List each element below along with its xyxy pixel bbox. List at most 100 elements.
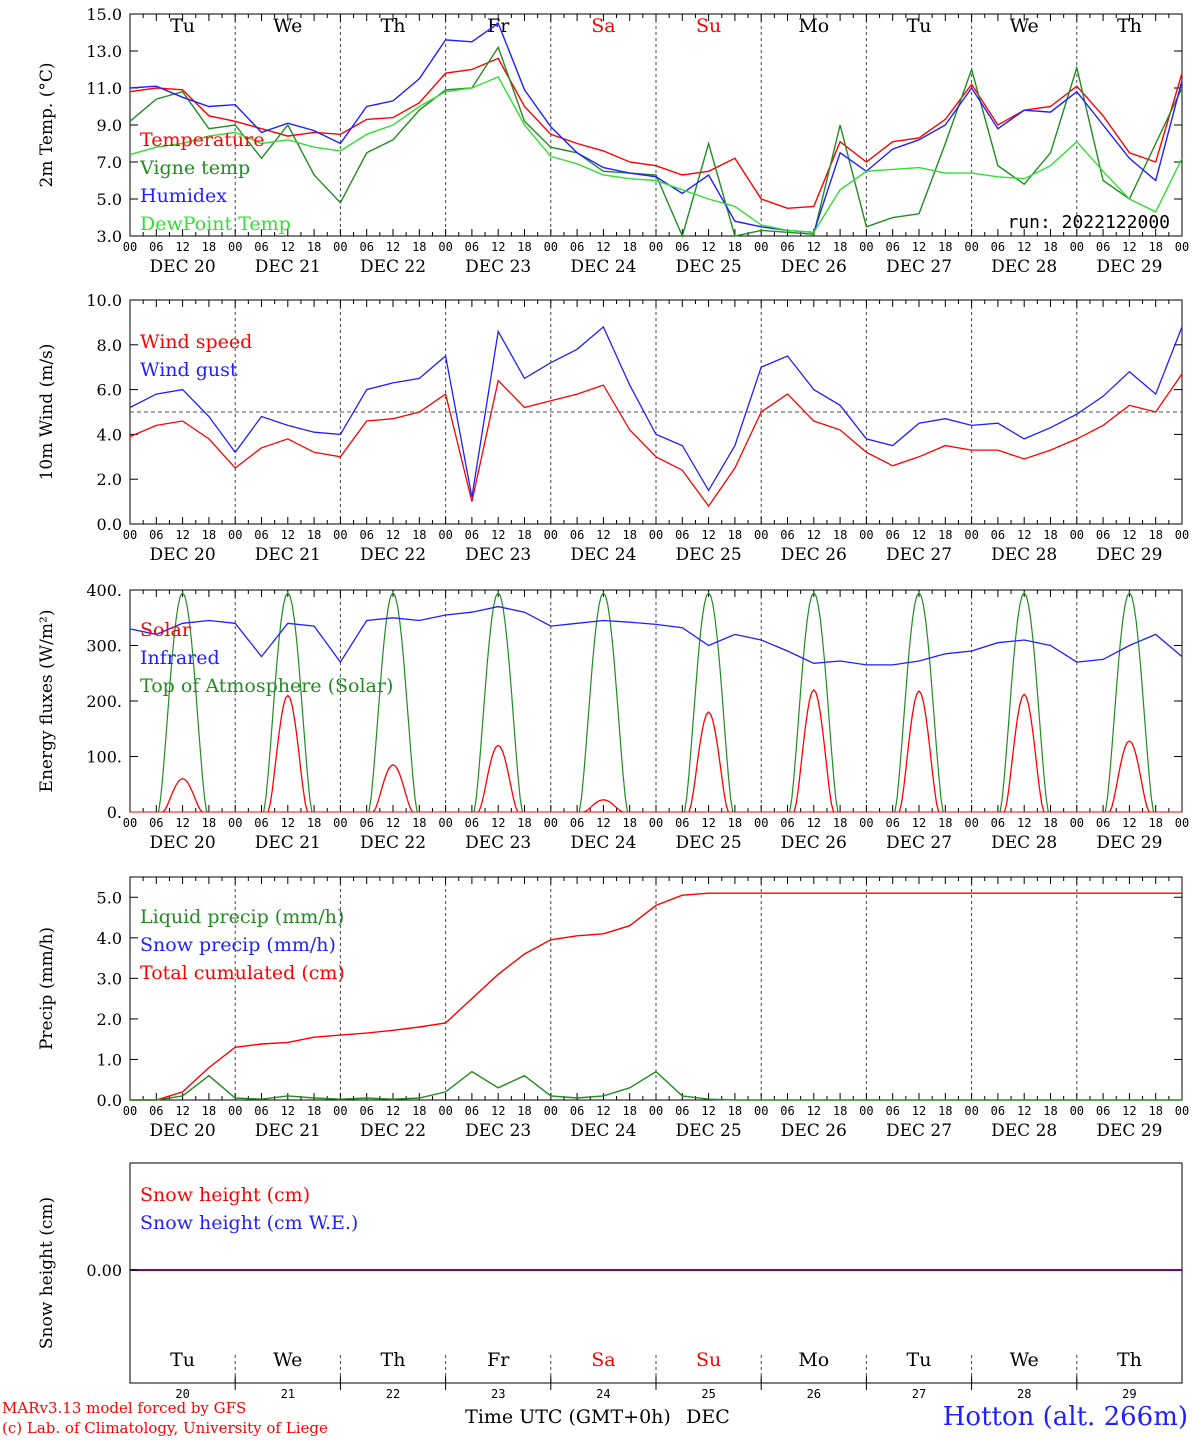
hour-tick-label: 12	[175, 816, 189, 830]
day-tick-label: DEC 25	[676, 1121, 742, 1141]
y-tick-label: 7.0	[97, 153, 122, 172]
weekday-label: Th	[1117, 1349, 1142, 1371]
day-tick-label: DEC 23	[465, 833, 531, 853]
weekday-label: Tu	[170, 15, 195, 37]
day-tick-label: DEC 22	[360, 833, 426, 853]
weekday-label: Sa	[591, 15, 615, 37]
hour-tick-label: 12	[807, 816, 821, 830]
hour-tick-label: 00	[1175, 240, 1189, 254]
run-annotation: run: 2022122000	[1007, 212, 1170, 233]
y-tick-label: 0.00	[86, 1261, 122, 1280]
y-tick-label: 3.0	[97, 227, 122, 246]
hour-tick-label: 18	[412, 240, 426, 254]
day-number-label: 28	[1017, 1387, 1031, 1401]
hour-tick-label: 06	[675, 816, 689, 830]
toa-solar-curve	[263, 591, 313, 813]
legend-entry: Temperature	[140, 129, 264, 151]
y-tick-label: 9.0	[97, 116, 122, 135]
day-number-label: 25	[701, 1387, 715, 1401]
y-tick-label: 300.	[86, 637, 122, 656]
hour-tick-label: 06	[359, 816, 373, 830]
hour-tick-label: 00	[649, 528, 663, 542]
hour-tick-label: 00	[544, 240, 558, 254]
solar-curve	[793, 688, 835, 813]
solar-curve	[688, 711, 729, 813]
weekday-label: Mo	[798, 1349, 829, 1371]
hour-tick-label: 06	[1096, 528, 1110, 542]
toa-solar-curve	[683, 591, 734, 813]
hour-tick-label: 18	[938, 816, 952, 830]
hour-tick-label: 00	[333, 240, 347, 254]
hour-tick-label: 18	[202, 1104, 216, 1118]
hour-tick-label: 12	[596, 240, 610, 254]
series-line	[129, 325, 1183, 498]
y-tick-label: 0.	[107, 803, 122, 822]
hour-tick-label: 12	[807, 1104, 821, 1118]
y-tick-label: 15.0	[86, 5, 122, 24]
hour-tick-label: 18	[202, 816, 216, 830]
day-number-label: 23	[491, 1387, 505, 1401]
hour-tick-label: 12	[281, 240, 295, 254]
y-axis-label: Energy fluxes (W/m²)	[37, 610, 57, 793]
day-tick-label: DEC 28	[991, 545, 1057, 565]
y-tick-label: 0.0	[97, 515, 122, 534]
toa-solar-curve	[157, 591, 208, 813]
hour-tick-label: 00	[1070, 528, 1084, 542]
hour-tick-label: 12	[1122, 1104, 1136, 1118]
hour-tick-label: 00	[544, 528, 558, 542]
hour-tick-label: 18	[307, 816, 321, 830]
hour-tick-label: 06	[570, 816, 584, 830]
y-axis-label: Snow height (cm)	[37, 1197, 57, 1349]
solar-curve	[162, 778, 203, 813]
y-tick-label: 5.0	[97, 190, 122, 209]
hour-tick-label: 06	[359, 240, 373, 254]
y-tick-label: 4.0	[97, 425, 122, 444]
hour-tick-label: 06	[991, 1104, 1005, 1118]
hour-tick-label: 06	[780, 240, 794, 254]
hour-tick-label: 12	[596, 528, 610, 542]
hour-tick-label: 00	[1070, 816, 1084, 830]
weekday-label: Tu	[907, 1349, 932, 1371]
y-tick-label: 400.	[86, 581, 122, 600]
hour-tick-label: 00	[123, 528, 137, 542]
y-tick-label: 3.0	[97, 969, 122, 988]
day-tick-label: DEC 27	[886, 833, 952, 853]
day-number-label: 24	[596, 1387, 610, 1401]
legend-entry: Snow height (cm W.E.)	[140, 1212, 358, 1234]
day-tick-label: DEC 23	[465, 1121, 531, 1141]
infrared-line	[129, 605, 1183, 666]
hour-tick-label: 12	[701, 816, 715, 830]
hour-tick-label: 18	[412, 1104, 426, 1118]
day-tick-label: DEC 21	[255, 545, 321, 565]
weekday-label: Th	[1117, 15, 1142, 37]
y-tick-label: 6.0	[97, 381, 122, 400]
hour-tick-label: 12	[491, 816, 505, 830]
hour-tick-label: 06	[149, 528, 163, 542]
weekday-label: Sa	[591, 1349, 615, 1371]
hour-tick-label: 12	[491, 240, 505, 254]
y-tick-label: 5.0	[97, 888, 122, 907]
y-tick-label: 2.0	[97, 470, 122, 489]
hour-tick-label: 12	[491, 528, 505, 542]
legend-entry: Wind speed	[140, 331, 252, 353]
hour-tick-label: 00	[1070, 1104, 1084, 1118]
hour-tick-label: 12	[1017, 1104, 1031, 1118]
hour-tick-label: 18	[202, 240, 216, 254]
lab-credit: (c) Lab. of Climatology, University of L…	[2, 1419, 328, 1437]
hour-tick-label: 00	[754, 816, 768, 830]
day-tick-label: DEC 25	[676, 545, 742, 565]
day-tick-label: DEC 25	[676, 257, 742, 277]
hour-tick-label: 06	[780, 1104, 794, 1118]
hour-tick-label: 12	[1017, 528, 1031, 542]
legend-entry: Snow height (cm)	[140, 1184, 310, 1206]
hour-tick-label: 18	[1043, 816, 1057, 830]
series-line	[129, 373, 1183, 508]
hour-tick-label: 12	[1122, 816, 1136, 830]
hour-tick-label: 06	[254, 1104, 268, 1118]
hour-tick-label: 12	[701, 240, 715, 254]
legend-entry: Top of Atmosphere (Solar)	[140, 675, 393, 697]
hour-tick-label: 00	[228, 1104, 242, 1118]
hour-tick-label: 00	[228, 528, 242, 542]
toa-solar-curve	[894, 591, 944, 813]
hour-tick-label: 18	[833, 1104, 847, 1118]
